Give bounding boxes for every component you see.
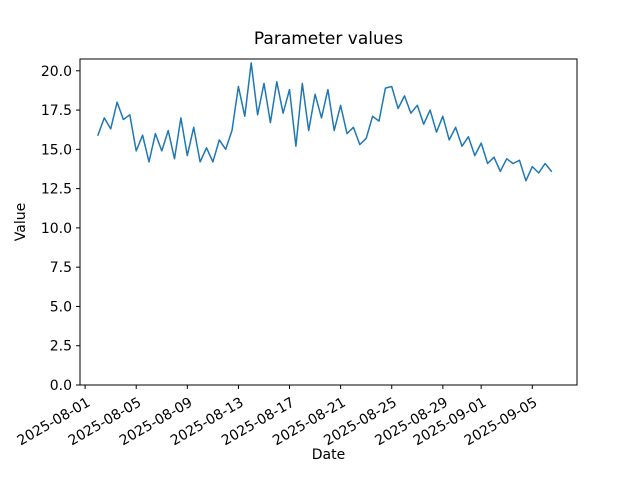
x-axis-label: Date	[311, 447, 346, 463]
data-series-line	[97, 62, 553, 182]
y-tick-label: 12.5	[41, 182, 72, 198]
y-tick-label: 0.0	[50, 378, 72, 394]
y-axis-label: Value	[13, 202, 29, 242]
y-tick-label: 15.0	[41, 142, 72, 158]
y-tick-label: 2.5	[50, 339, 72, 355]
y-tick-label: 7.5	[50, 260, 72, 276]
plot-spines	[79, 58, 578, 386]
y-tick-label: 20.0	[41, 64, 72, 80]
chart-title: Parameter values	[253, 29, 404, 49]
y-tick-label: 10.0	[41, 221, 72, 237]
y-tick-label: 5.0	[50, 299, 72, 315]
y-tick-label: 17.5	[41, 103, 72, 119]
